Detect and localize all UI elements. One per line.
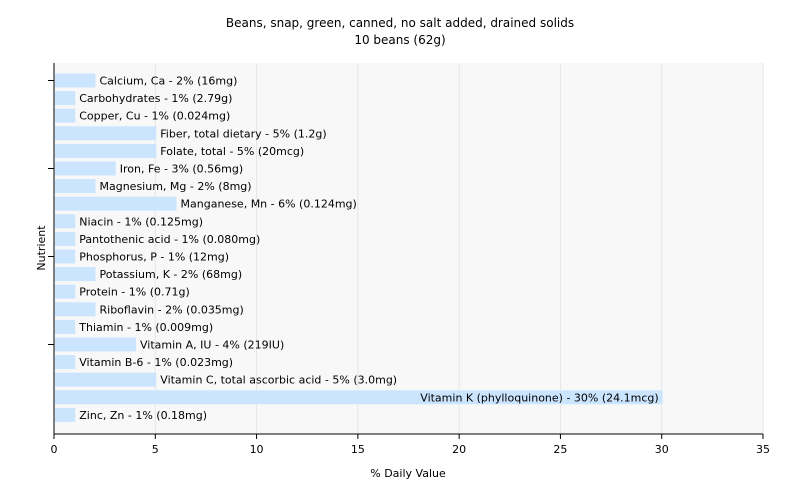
x-tick-label: 10 [250, 443, 264, 456]
y-axis-label: Nutrient [35, 225, 48, 271]
x-tick-label: 35 [756, 443, 770, 456]
bar-data-label: Thiamin - 1% (0.009mg) [78, 321, 213, 334]
bar [55, 126, 157, 141]
bar [55, 372, 157, 387]
bar-data-label: Potassium, K - 2% (68mg) [100, 268, 243, 281]
bar [55, 108, 76, 123]
bar-data-label: Carbohydrates - 1% (2.79g) [79, 92, 232, 105]
bar-data-label: Protein - 1% (0.71g) [79, 286, 190, 299]
bar [55, 355, 76, 370]
x-tick-label: 30 [655, 443, 669, 456]
bar [55, 91, 76, 106]
bar-data-label: Vitamin K (phylloquinone) - 30% (24.1mcg… [420, 391, 658, 404]
bar [55, 319, 76, 334]
bar-data-label: Vitamin B-6 - 1% (0.023mg) [79, 356, 233, 369]
x-tick-label: 0 [51, 443, 58, 456]
plot-area [54, 63, 763, 434]
bar-data-label: Vitamin C, total ascorbic acid - 5% (3.0… [160, 374, 397, 387]
bar [55, 161, 116, 176]
x-axis-label: % Daily Value [370, 467, 446, 480]
gridlines [154, 63, 764, 434]
axes-group [48, 63, 764, 439]
bar-data-label: Folate, total - 5% (20mcg) [160, 145, 304, 158]
x-tick-labels: 0 5 10 15 20 25 30 35 [51, 443, 771, 456]
bar [55, 390, 663, 405]
bar-data-label: Magnesium, Mg - 2% (8mg) [100, 180, 252, 193]
x-tick-label: 15 [351, 443, 365, 456]
bar [55, 249, 76, 264]
bar [55, 73, 96, 88]
bar-data-label: Zinc, Zn - 1% (0.18mg) [79, 409, 207, 422]
bar-data-label: Phosphorus, P - 1% (12mg) [79, 251, 229, 264]
x-tick-label: 25 [553, 443, 567, 456]
bar-data-label: Fiber, total dietary - 5% (1.2g) [160, 127, 326, 140]
chart-title: Beans, snap, green, canned, no salt adde… [226, 16, 574, 30]
chart-subtitle: 10 beans (62g) [354, 33, 445, 47]
bar-data-label: Iron, Fe - 3% (0.56mg) [120, 163, 243, 176]
bar [55, 231, 76, 246]
bar-data-label: Riboflavin - 2% (0.035mg) [100, 303, 244, 316]
bar [55, 143, 157, 158]
bar [55, 214, 76, 229]
bar [55, 267, 96, 282]
bar-data-label: Pantothenic acid - 1% (0.080mg) [79, 233, 260, 246]
bar-data-label: Copper, Cu - 1% (0.024mg) [79, 110, 230, 123]
bar-data-label: Manganese, Mn - 6% (0.124mg) [181, 198, 357, 211]
x-tick-label: 20 [452, 443, 466, 456]
bar-data-label: Niacin - 1% (0.125mg) [79, 215, 203, 228]
bar [55, 196, 177, 211]
bar [55, 302, 96, 317]
bar-data-label: Calcium, Ca - 2% (16mg) [100, 75, 238, 88]
x-tick-label: 5 [152, 443, 159, 456]
bars-group: Calcium, Ca - 2% (16mg) Carbohydrates - 1… [55, 73, 663, 422]
bar [55, 337, 137, 352]
bar [55, 179, 96, 194]
bar [55, 407, 76, 422]
bar [55, 284, 76, 299]
bar-data-label: Vitamin A, IU - 4% (219IU) [140, 339, 284, 352]
